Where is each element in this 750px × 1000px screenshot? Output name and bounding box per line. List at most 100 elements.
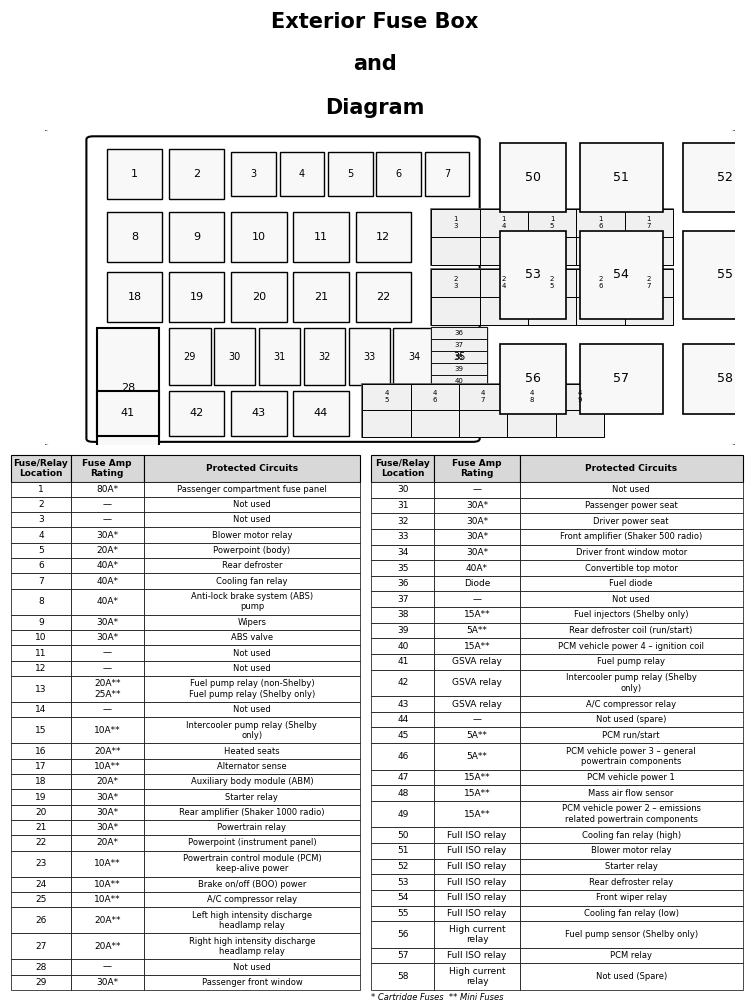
Text: 33: 33 xyxy=(397,532,409,541)
Bar xyxy=(11,645,70,661)
Bar xyxy=(520,576,742,591)
Text: Protected Circuits: Protected Circuits xyxy=(206,464,298,473)
Text: Full ISO relay: Full ISO relay xyxy=(447,831,507,840)
Bar xyxy=(144,933,360,959)
Text: Blower motor relay: Blower motor relay xyxy=(211,531,292,540)
Text: Fuel pump relay (non-Shelby)
Fuel pump relay (Shelby only): Fuel pump relay (non-Shelby) Fuel pump r… xyxy=(189,679,315,699)
Bar xyxy=(520,591,742,607)
Text: Fuel pump relay: Fuel pump relay xyxy=(597,657,665,666)
Bar xyxy=(434,670,520,696)
Text: 5A**: 5A** xyxy=(466,626,488,635)
Text: PCM relay: PCM relay xyxy=(610,951,652,960)
Text: 10A**: 10A** xyxy=(94,762,121,771)
Text: Passenger front window: Passenger front window xyxy=(202,978,302,987)
Text: 21: 21 xyxy=(35,823,46,832)
Bar xyxy=(362,410,411,437)
Text: Driver front window motor: Driver front window motor xyxy=(575,548,687,557)
Bar xyxy=(434,498,520,513)
Bar xyxy=(371,785,434,801)
Text: Cooling fan relay: Cooling fan relay xyxy=(216,577,288,586)
Text: 57: 57 xyxy=(614,372,629,385)
Text: 1
7: 1 7 xyxy=(646,216,651,229)
Bar xyxy=(144,702,360,717)
Bar xyxy=(70,959,144,975)
Text: 42: 42 xyxy=(190,408,204,418)
Text: Rear defroster relay: Rear defroster relay xyxy=(589,878,674,887)
Bar xyxy=(520,712,742,727)
Bar xyxy=(576,297,625,325)
Text: 15A**: 15A** xyxy=(464,773,490,782)
Bar xyxy=(625,237,673,265)
Bar xyxy=(11,558,70,573)
Bar xyxy=(11,851,70,877)
Text: 49: 49 xyxy=(397,810,409,819)
Bar xyxy=(434,843,520,859)
FancyBboxPatch shape xyxy=(41,128,739,447)
Bar xyxy=(97,328,159,448)
Text: 35: 35 xyxy=(453,352,465,362)
Bar xyxy=(520,743,742,770)
Bar xyxy=(576,269,625,297)
Bar xyxy=(520,785,742,801)
Text: 30: 30 xyxy=(229,352,241,362)
Text: 30A*: 30A* xyxy=(96,531,118,540)
Text: 39: 39 xyxy=(397,626,409,635)
Bar xyxy=(431,327,487,339)
Bar xyxy=(520,623,742,638)
Text: 48: 48 xyxy=(397,789,409,798)
Bar xyxy=(11,975,70,990)
Bar xyxy=(144,615,360,630)
Bar xyxy=(11,573,70,589)
Bar xyxy=(259,328,300,385)
Text: Starter relay: Starter relay xyxy=(226,793,278,802)
Bar xyxy=(520,843,742,859)
Bar xyxy=(434,874,520,890)
Text: Rear defroster: Rear defroster xyxy=(222,561,282,570)
Text: 21: 21 xyxy=(314,292,328,302)
Bar xyxy=(11,702,70,717)
Text: Full ISO relay: Full ISO relay xyxy=(447,893,507,902)
Text: 10: 10 xyxy=(35,633,46,642)
Text: 22: 22 xyxy=(35,838,46,847)
Text: ABS valve: ABS valve xyxy=(231,633,273,642)
Bar xyxy=(70,877,144,892)
Bar xyxy=(434,770,520,785)
Text: 30A*: 30A* xyxy=(466,517,488,526)
Bar xyxy=(520,727,742,743)
Text: Cooling fan relay (low): Cooling fan relay (low) xyxy=(584,909,679,918)
Text: 30A*: 30A* xyxy=(466,501,488,510)
Text: 11: 11 xyxy=(314,232,328,242)
Text: Full ISO relay: Full ISO relay xyxy=(447,878,507,887)
Text: Intercooler pump relay (Shelby
only): Intercooler pump relay (Shelby only) xyxy=(566,673,697,693)
Bar xyxy=(424,152,470,196)
Text: 2
5: 2 5 xyxy=(550,276,554,289)
Text: 31: 31 xyxy=(274,352,286,362)
Bar xyxy=(438,328,480,385)
Bar xyxy=(231,391,286,436)
Text: 54: 54 xyxy=(397,893,409,902)
Bar xyxy=(362,384,411,410)
Bar xyxy=(293,391,349,436)
Text: Fuel diode: Fuel diode xyxy=(609,579,652,588)
Bar xyxy=(144,661,360,676)
Text: 1
3: 1 3 xyxy=(453,216,458,229)
Text: 5: 5 xyxy=(347,169,353,179)
Bar xyxy=(580,231,662,319)
Bar xyxy=(70,892,144,907)
Bar xyxy=(144,835,360,851)
Bar xyxy=(520,696,742,712)
Bar xyxy=(520,513,742,529)
Bar xyxy=(144,774,360,789)
Text: 25: 25 xyxy=(35,895,46,904)
Text: 6: 6 xyxy=(395,169,402,179)
Bar xyxy=(434,785,520,801)
Text: Exterior Fuse Box: Exterior Fuse Box xyxy=(272,12,478,32)
Text: 44: 44 xyxy=(314,408,328,418)
Text: 43: 43 xyxy=(252,408,266,418)
Text: Not used: Not used xyxy=(233,963,271,972)
Text: 11: 11 xyxy=(35,649,46,658)
Bar xyxy=(556,384,604,410)
Text: 30A*: 30A* xyxy=(96,618,118,627)
Bar xyxy=(231,212,286,262)
Bar xyxy=(431,351,487,363)
